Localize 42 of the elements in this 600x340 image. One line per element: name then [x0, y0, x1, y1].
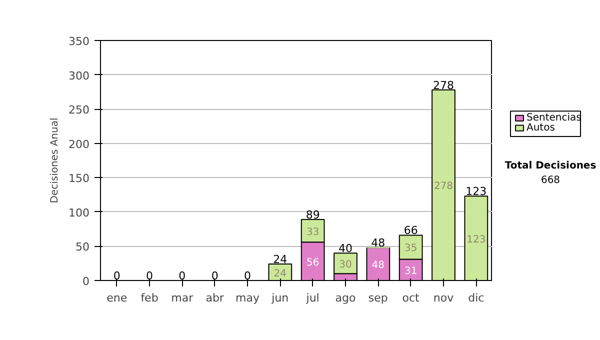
- y-tick-label: 0: [82, 275, 90, 288]
- x-tick-label: nov: [433, 292, 454, 304]
- legend-label: Autos: [526, 122, 555, 134]
- x-tick-label: oct: [402, 292, 420, 304]
- x-tick-label: abr: [206, 292, 224, 304]
- x-tick-label: ene: [106, 292, 128, 304]
- x-tick-label: sep: [368, 292, 388, 304]
- x-tick-label: dic: [468, 292, 484, 304]
- y-tick-label: 50: [76, 240, 90, 254]
- total-label: 40: [338, 242, 352, 256]
- data-label: 123: [466, 234, 486, 246]
- total-label: 66: [404, 224, 418, 238]
- y-tick-label: 200: [68, 138, 90, 151]
- data-label: 278: [434, 181, 454, 192]
- x-tick-label: ago: [335, 292, 356, 304]
- data-label: 33: [306, 226, 320, 238]
- text: 668: [540, 174, 560, 186]
- x-tick-label: jun: [270, 292, 289, 304]
- data-label: 56: [306, 257, 320, 268]
- x-tick-label: may: [236, 292, 260, 304]
- y-tick-label: 150: [68, 172, 90, 186]
- total-label: 123: [466, 185, 487, 198]
- y-tick-label: 300: [68, 69, 90, 82]
- x-tick-label: mar: [171, 292, 194, 304]
- data-label: 48: [372, 260, 385, 272]
- y-tick-label: 250: [68, 104, 90, 117]
- x-tick-label: jul: [305, 292, 320, 304]
- data-label: 30: [339, 259, 352, 270]
- text: Total Decisiones: [504, 160, 596, 172]
- data-label: 35: [404, 243, 418, 254]
- total-label: 24: [273, 253, 288, 266]
- y-axis-title: Decisiones Anual: [50, 118, 61, 204]
- total-label: 89: [306, 208, 320, 222]
- data-label: 31: [404, 266, 418, 277]
- data-label: 24: [274, 268, 287, 280]
- y-tick-label: 350: [68, 35, 90, 48]
- total-label: 48: [371, 236, 386, 250]
- legend-label: Sentencias: [526, 112, 582, 124]
- y-tick-label: 100: [68, 206, 90, 220]
- total-label: 278: [433, 78, 454, 92]
- x-tick-label: feb: [140, 292, 158, 304]
- total-label: 0: [178, 270, 186, 282]
